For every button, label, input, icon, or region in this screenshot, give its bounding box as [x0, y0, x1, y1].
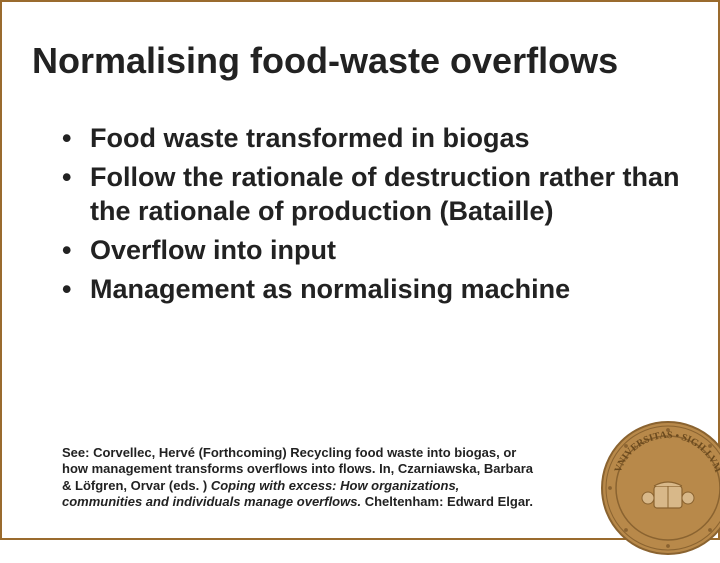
- slide: Normalising food-waste overflows Food wa…: [2, 2, 718, 538]
- slide-title: Normalising food-waste overflows: [2, 2, 718, 101]
- citation-suffix: Cheltenham: Edward Elgar.: [361, 494, 533, 509]
- bullet-list: Food waste transformed in biogas Follow …: [2, 101, 718, 306]
- bullet-item: Management as normalising machine: [62, 272, 698, 307]
- bullet-item: Overflow into input: [62, 233, 698, 268]
- bullet-item: Food waste transformed in biogas: [62, 121, 698, 156]
- university-seal-icon: VNIVERSITAS • SIGILLVM: [598, 418, 720, 558]
- bullet-item: Follow the rationale of destruction rath…: [62, 160, 698, 229]
- citation-text: See: Corvellec, Hervé (Forthcoming) Recy…: [62, 445, 542, 510]
